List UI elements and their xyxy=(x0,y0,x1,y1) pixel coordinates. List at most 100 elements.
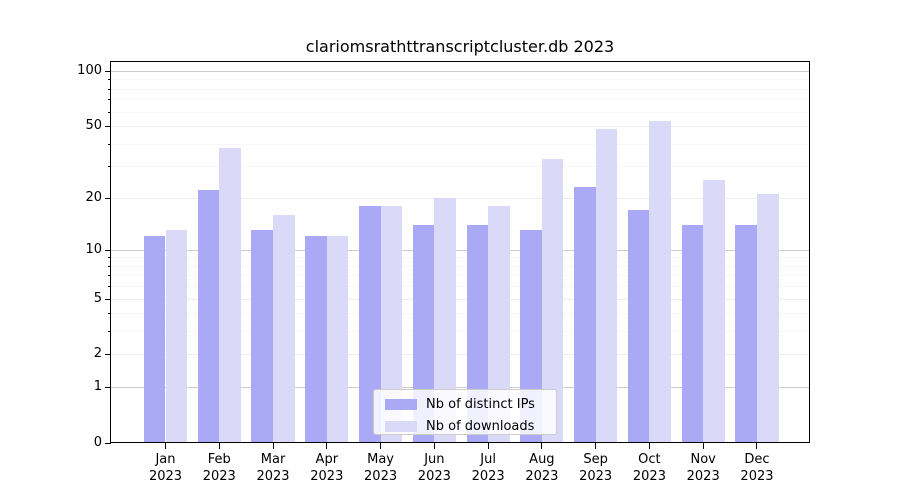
legend-label-downloads: Nb of downloads xyxy=(426,418,535,434)
bar-distinct-ips xyxy=(143,236,166,442)
y-axis-label: 0 xyxy=(93,435,102,450)
year-label: 2023 xyxy=(686,469,720,484)
month-label: Apr xyxy=(315,452,339,467)
year-label: 2023 xyxy=(310,469,344,484)
y-axis-minor-tick xyxy=(108,166,111,168)
month-label: May xyxy=(367,452,395,467)
year-label: 2023 xyxy=(740,469,774,484)
bar-downloads xyxy=(326,236,349,442)
x-axis-tick xyxy=(165,443,166,449)
x-axis-label: Jun 2023 xyxy=(402,451,466,485)
y-axis-minor-tick xyxy=(108,257,111,259)
minor-gridline xyxy=(111,143,809,145)
x-axis-tick xyxy=(756,443,758,449)
bar-distinct-ips xyxy=(305,236,327,442)
x-axis-label: Jul 2023 xyxy=(456,451,520,485)
minor-gridline xyxy=(111,79,809,81)
x-axis-label: Jan 2023 xyxy=(134,451,198,485)
y-axis-minor-tick xyxy=(108,111,111,113)
y-axis-tick xyxy=(105,249,111,251)
major-gridline xyxy=(111,298,809,300)
minor-gridline xyxy=(111,257,809,259)
bar-distinct-ips xyxy=(358,205,381,442)
bar-distinct-ips xyxy=(735,224,757,442)
minor-gridline xyxy=(111,99,809,101)
y-axis-minor-tick xyxy=(108,88,111,90)
chart-title: clariomsrathttranscriptcluster.db 2023 xyxy=(305,37,615,56)
minor-gridline xyxy=(111,286,809,288)
x-axis-label: Apr 2023 xyxy=(295,451,359,485)
month-label: Nov xyxy=(690,452,716,467)
y-axis-label: 10 xyxy=(85,241,102,257)
year-label: 2023 xyxy=(579,469,613,484)
bar-downloads xyxy=(488,205,510,442)
x-axis-tick xyxy=(702,443,704,449)
y-axis-label: 100 xyxy=(77,63,102,78)
month-label: Jul xyxy=(480,452,496,467)
year-label: 2023 xyxy=(364,469,398,484)
y-axis-minor-tick xyxy=(108,286,111,288)
legend-label-distinct-ips: Nb of distinct IPs xyxy=(426,396,535,412)
x-axis-tick xyxy=(433,443,435,449)
bar-distinct-ips xyxy=(627,210,650,442)
y-axis-label: 1 xyxy=(93,379,102,395)
bar-downloads xyxy=(219,147,241,442)
legend: Nb of distinct IPs Nb of downloads xyxy=(373,389,557,435)
major-gridline xyxy=(111,197,809,199)
bar-distinct-ips xyxy=(197,190,220,442)
bar-downloads xyxy=(649,121,672,442)
month-label: Mar xyxy=(260,452,286,467)
x-axis-tick xyxy=(272,443,274,449)
major-gridline xyxy=(111,126,809,128)
minor-gridline xyxy=(111,166,809,168)
major-gridline xyxy=(111,71,809,72)
bar-downloads xyxy=(703,180,725,442)
month-label: Dec xyxy=(744,452,770,467)
x-axis-tick xyxy=(541,443,543,449)
y-axis-label: 20 xyxy=(85,189,102,205)
minor-gridline xyxy=(111,275,809,277)
x-axis-tick xyxy=(648,443,650,449)
y-axis-tick xyxy=(105,71,111,72)
y-axis-tick xyxy=(105,197,111,199)
legend-item-downloads: Nb of downloads xyxy=(385,417,546,435)
x-axis-tick xyxy=(595,443,597,449)
major-gridline xyxy=(111,249,809,251)
x-axis-label: Oct 2023 xyxy=(617,451,681,485)
y-axis-minor-tick xyxy=(108,79,111,81)
y-axis-label: 2 xyxy=(93,346,102,362)
month-label: Oct xyxy=(638,452,661,467)
y-axis-label: 50 xyxy=(85,118,102,134)
x-axis-label: May 2023 xyxy=(349,451,413,485)
minor-gridline xyxy=(111,313,809,315)
y-axis-tick xyxy=(105,443,111,444)
bar-downloads xyxy=(541,158,564,442)
year-label: 2023 xyxy=(202,469,236,484)
x-axis-label: Feb 2023 xyxy=(187,451,251,485)
year-label: 2023 xyxy=(148,469,183,484)
x-axis-label: Sep 2023 xyxy=(564,451,628,485)
year-label: 2023 xyxy=(256,469,290,484)
month-label: Sep xyxy=(583,452,608,467)
bar-distinct-ips xyxy=(251,230,274,442)
year-label: 2023 xyxy=(471,469,505,484)
bar-downloads xyxy=(165,230,188,442)
x-axis-tick xyxy=(380,443,382,449)
downloads-swatch xyxy=(385,420,417,432)
year-label: 2023 xyxy=(417,469,451,484)
month-label: Aug xyxy=(529,452,555,467)
month-label: Jan xyxy=(155,452,176,467)
y-axis-tick xyxy=(105,387,111,389)
x-axis-tick xyxy=(326,443,328,449)
y-axis-tick xyxy=(105,354,111,356)
minor-gridline xyxy=(111,111,809,113)
bar-downloads xyxy=(595,129,618,442)
x-axis-label: Aug 2023 xyxy=(510,451,574,485)
minor-gridline xyxy=(111,265,809,267)
y-axis-minor-tick xyxy=(108,99,111,101)
major-gridline xyxy=(111,354,809,356)
bar-downloads xyxy=(380,205,403,442)
y-axis-minor-tick xyxy=(108,143,111,145)
y-axis-minor-tick xyxy=(108,313,111,315)
y-axis-minor-tick xyxy=(108,331,111,333)
